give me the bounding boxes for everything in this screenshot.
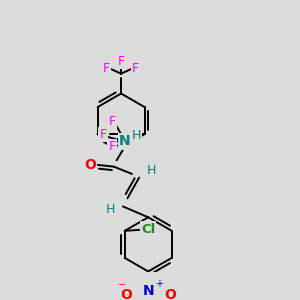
Text: F: F [109,140,116,153]
Text: F: F [103,62,110,75]
Text: N: N [119,134,130,148]
Text: F: F [100,128,106,141]
Text: Cl: Cl [141,223,155,236]
Text: N: N [142,284,154,298]
Text: F: F [132,62,139,75]
Text: H: H [132,130,141,142]
Text: F: F [118,55,125,68]
Text: O: O [85,158,96,172]
Text: −: − [118,280,126,290]
Text: +: + [154,279,163,289]
Text: O: O [121,288,133,300]
Text: O: O [164,288,176,300]
Text: H: H [106,202,115,216]
Text: F: F [109,115,116,128]
Text: H: H [147,164,157,177]
